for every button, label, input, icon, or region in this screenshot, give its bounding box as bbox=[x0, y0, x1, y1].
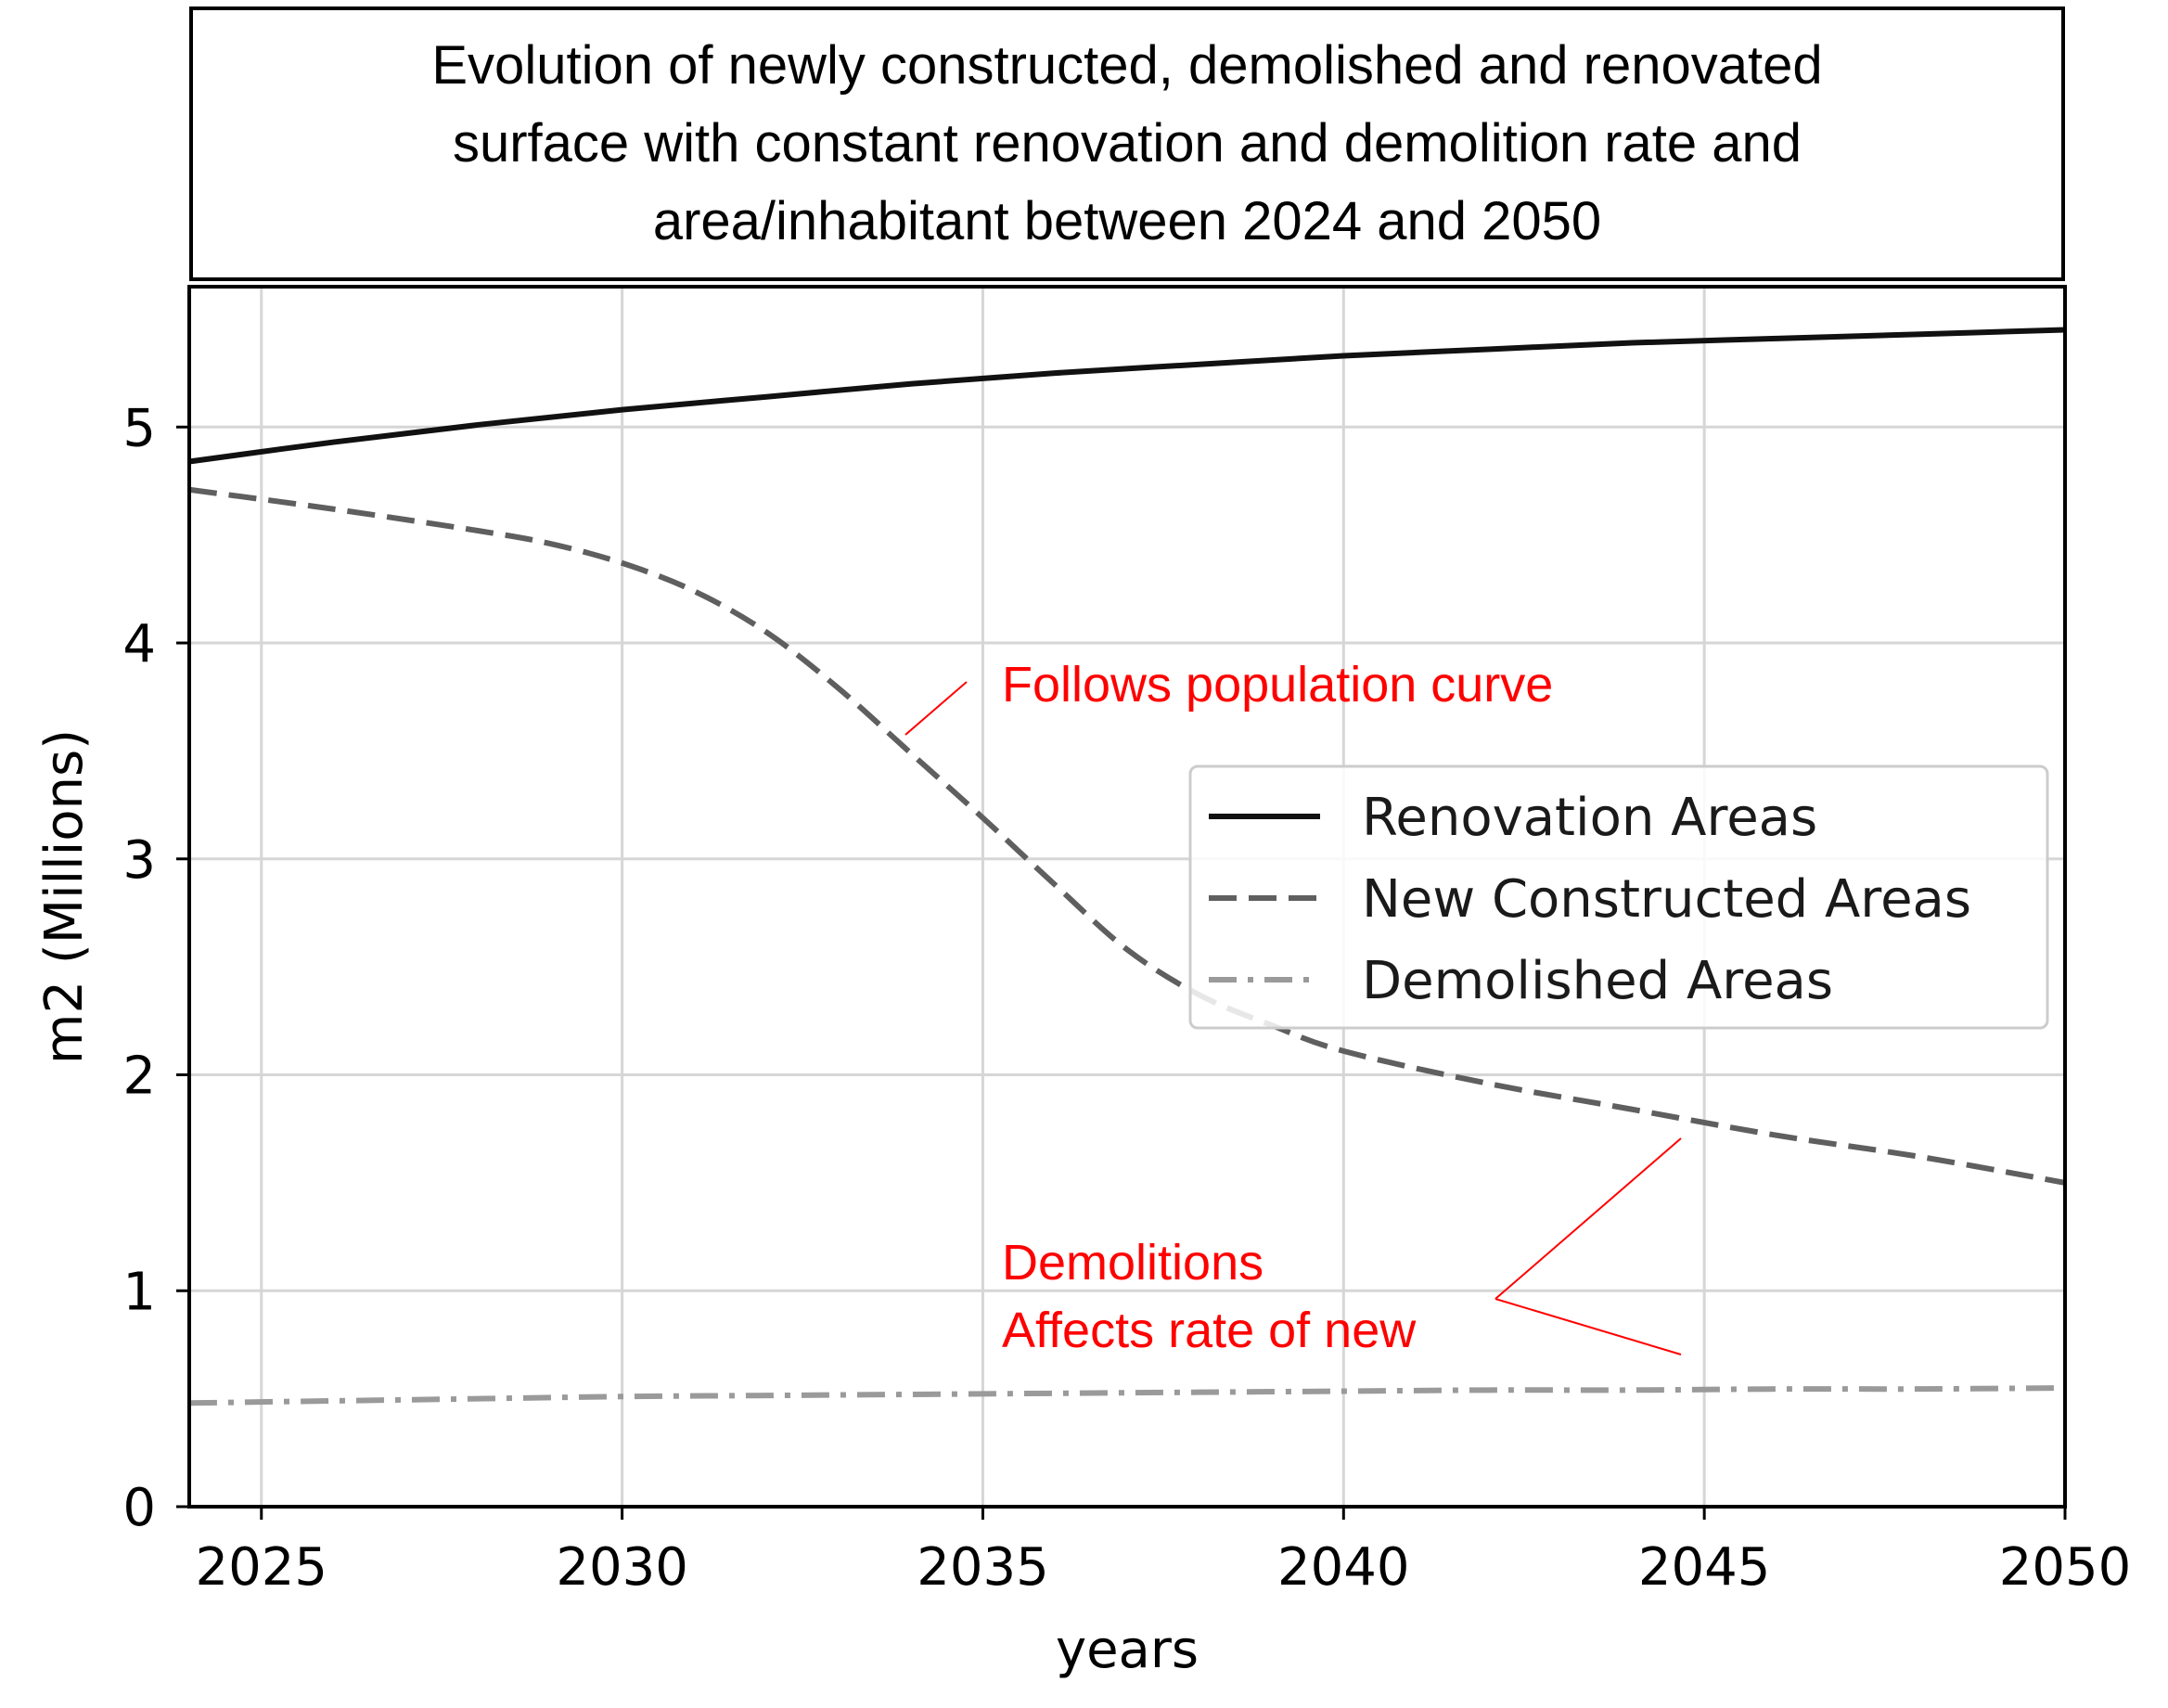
y-tick-label: 2 bbox=[122, 1047, 156, 1107]
legend-label-1: New Constructed Areas bbox=[1362, 869, 1971, 930]
x-tick-label: 2030 bbox=[556, 1537, 688, 1598]
x-tick-label: 2050 bbox=[1999, 1537, 2132, 1598]
legend-box bbox=[1188, 764, 2049, 1030]
series-line-1 bbox=[188, 486, 2066, 1186]
x-axis-label: years bbox=[1056, 1620, 1199, 1680]
annotation-pointer-population bbox=[904, 681, 968, 736]
y-axis-label: m2 (Millions) bbox=[34, 729, 95, 1064]
chart-title-line-1: Evolution of newly constructed, demolish… bbox=[431, 35, 1823, 96]
series-line-0 bbox=[188, 327, 2066, 465]
annotation-pointer-new bbox=[1495, 1137, 1682, 1300]
series-layer bbox=[188, 327, 2066, 1406]
annotation-affects-rate: Affects rate of new bbox=[1002, 1303, 1417, 1358]
chart-title-box: Evolution of newly constructed, demolish… bbox=[189, 6, 2065, 281]
plot-frame bbox=[187, 285, 2067, 1509]
annotation-population-curve: Follows population curve bbox=[1002, 657, 1553, 713]
chart-title-line-3: area/inhabitant between 2024 and 2050 bbox=[652, 191, 1602, 251]
legend-label-0: Renovation Areas bbox=[1362, 788, 1817, 848]
annotations: Follows population curve Demolitions Aff… bbox=[904, 657, 1682, 1358]
series-line-2 bbox=[188, 1384, 2066, 1406]
legend-label-2: Demolished Areas bbox=[1362, 951, 1833, 1011]
y-tick-label: 1 bbox=[122, 1262, 156, 1322]
annotation-demolitions: Demolitions bbox=[1002, 1235, 1264, 1291]
y-tick-label: 0 bbox=[122, 1478, 156, 1538]
y-tick-label: 5 bbox=[122, 398, 156, 458]
chart-title-line-2: surface with constant renovation and dem… bbox=[452, 113, 1802, 173]
y-tick-label: 3 bbox=[122, 830, 156, 891]
x-tick-label: 2025 bbox=[196, 1537, 328, 1598]
x-tick-label: 2045 bbox=[1638, 1537, 1771, 1598]
y-tick-label: 4 bbox=[122, 614, 156, 674]
x-tick-label: 2040 bbox=[1277, 1537, 1410, 1598]
axis-ticks: 2025 2030 2035 2040 2045 2050 0 1 2 3 4 5 bbox=[122, 398, 2131, 1598]
x-tick-label: 2035 bbox=[917, 1537, 1049, 1598]
annotation-pointer-demolished bbox=[1495, 1298, 1682, 1355]
legend: Renovation Areas New Constructed Areas Dem… bbox=[1188, 764, 2049, 1030]
